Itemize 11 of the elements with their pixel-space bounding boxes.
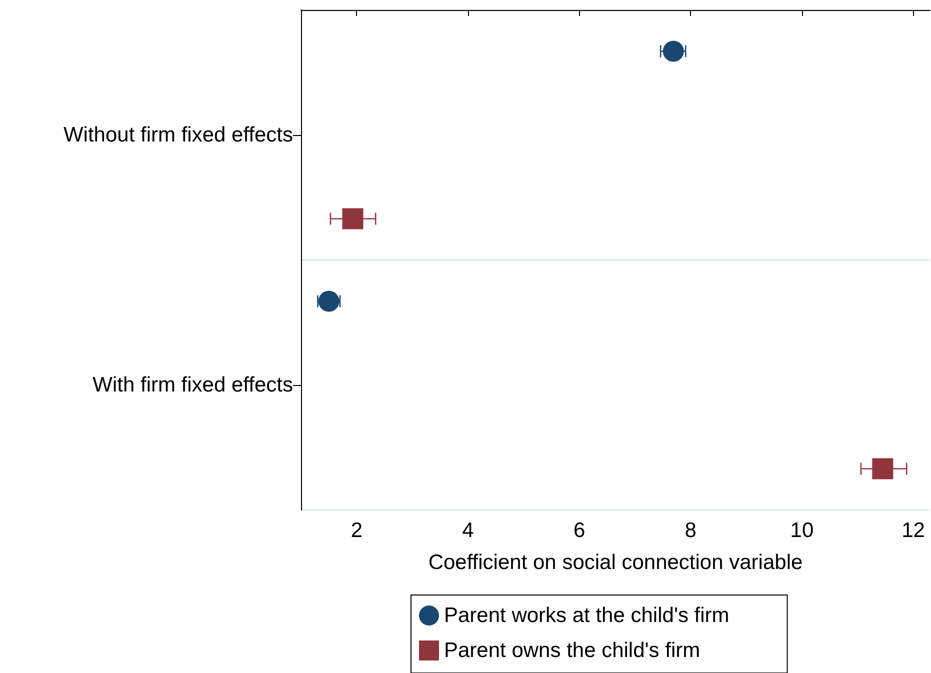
x-axis-title: Coefficient on social connection variable xyxy=(428,551,803,574)
x-tick-label: 2 xyxy=(350,519,363,542)
x-tick-label: 6 xyxy=(573,519,586,542)
legend-label: Parent owns the child's firm xyxy=(444,639,700,662)
x-tick-label: 10 xyxy=(790,519,814,542)
x-tick-label: 4 xyxy=(462,519,474,542)
y-tick-label: Without firm fixed effects xyxy=(63,124,293,146)
x-tick-label: 12 xyxy=(902,519,925,542)
y-tick-label: With firm fixed effects xyxy=(92,374,293,396)
x-tick-label: 8 xyxy=(684,519,696,542)
legend-label: Parent works at the child's firm xyxy=(444,604,730,627)
